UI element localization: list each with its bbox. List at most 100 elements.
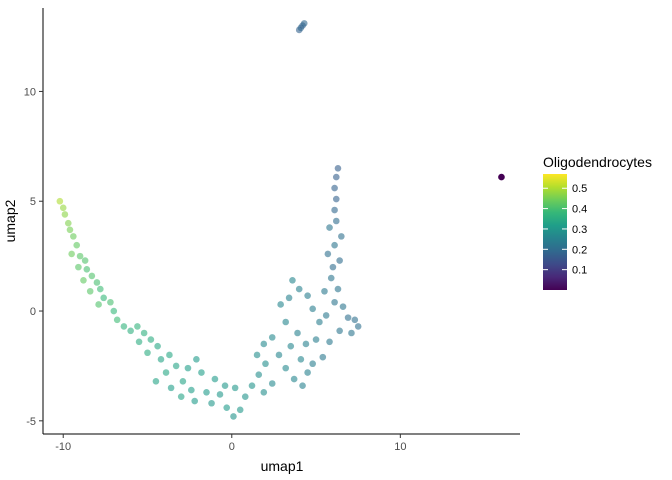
x-tick-label: 0 — [229, 441, 235, 453]
data-point — [147, 336, 155, 343]
data-point — [166, 351, 173, 359]
data-point — [329, 263, 337, 271]
data-point — [157, 356, 165, 363]
data-point — [302, 340, 310, 348]
data-point — [198, 369, 205, 376]
data-point — [56, 197, 64, 205]
data-point — [300, 20, 308, 27]
data-point — [110, 307, 118, 315]
data-point — [319, 353, 327, 361]
data-point — [260, 388, 268, 396]
data-point — [81, 257, 89, 264]
data-point — [332, 217, 340, 225]
data-point — [223, 404, 231, 411]
data-point — [93, 279, 101, 286]
data-point — [295, 285, 303, 293]
y-tick-label: -5 — [26, 416, 36, 428]
data-point — [135, 338, 143, 346]
data-point — [216, 391, 224, 398]
data-point — [64, 219, 72, 227]
data-point — [86, 287, 94, 295]
data-point — [188, 386, 195, 394]
data-point — [162, 369, 170, 376]
legend-title: Oligodendrocytes — [543, 154, 652, 170]
data-point — [344, 314, 352, 321]
legend-ticks: 0.1 0.2 0.3 0.4 0.5 — [543, 183, 587, 277]
data-point — [253, 351, 261, 359]
data-point — [282, 364, 290, 372]
data-point — [316, 318, 323, 326]
data-point — [268, 380, 276, 387]
data-point — [339, 303, 347, 310]
data-point — [167, 384, 175, 392]
x-axis-title: umap1 — [261, 458, 304, 474]
data-point — [309, 305, 316, 313]
x-tick-label: 10 — [394, 441, 406, 453]
data-point — [154, 342, 161, 350]
data-point — [140, 329, 148, 337]
data-point — [211, 375, 219, 383]
data-point — [312, 336, 320, 343]
data-point — [230, 413, 237, 420]
data-point — [127, 327, 134, 335]
legend-tick-label: 0.2 — [572, 244, 587, 256]
data-point — [177, 393, 185, 400]
data-point — [338, 233, 345, 240]
data-point — [262, 360, 269, 368]
data-point — [248, 382, 256, 389]
data-point — [97, 285, 104, 293]
data-point — [236, 406, 244, 414]
data-point — [324, 250, 332, 258]
data-point — [95, 301, 102, 308]
data-point — [348, 329, 355, 337]
data-point — [322, 312, 330, 319]
data-point — [336, 257, 343, 264]
data-point — [66, 226, 74, 234]
data-point — [290, 375, 298, 383]
points-layer — [56, 20, 505, 420]
data-point — [75, 263, 82, 271]
data-point — [336, 327, 343, 335]
data-point — [287, 342, 295, 350]
data-point — [331, 206, 338, 214]
data-point — [152, 377, 160, 385]
data-point — [297, 356, 305, 363]
data-point — [193, 356, 200, 363]
data-point — [331, 184, 338, 192]
data-point — [268, 334, 276, 341]
data-point — [113, 316, 121, 324]
data-point — [221, 382, 229, 389]
data-point — [241, 393, 249, 400]
legend-tick-label: 0.4 — [572, 204, 587, 216]
data-point — [299, 382, 306, 389]
data-point — [327, 274, 335, 282]
data-point — [76, 252, 84, 260]
data-point — [203, 388, 210, 396]
data-point — [70, 233, 77, 240]
data-point — [83, 266, 91, 273]
data-point — [294, 329, 301, 337]
data-point — [88, 272, 96, 280]
data-point — [144, 349, 151, 357]
data-point — [332, 195, 340, 203]
y-axis-title: umap2 — [2, 199, 18, 242]
data-point — [351, 316, 359, 324]
data-point — [172, 362, 180, 370]
x-axis-ticks: -10 0 10 — [55, 434, 406, 453]
color-legend: Oligodendrocytes 0.1 0.2 0.3 0.4 0.5 — [543, 154, 652, 290]
legend-tick-label: 0.1 — [572, 265, 587, 277]
data-point — [354, 323, 362, 330]
data-point — [260, 340, 268, 348]
data-point — [321, 287, 328, 295]
y-axis-ticks: -5 0 5 10 — [24, 86, 43, 428]
data-point — [331, 298, 338, 306]
data-point — [282, 318, 290, 326]
data-point — [255, 371, 263, 379]
data-point — [231, 384, 239, 392]
data-point — [309, 360, 316, 368]
data-point — [208, 399, 215, 407]
data-point — [289, 276, 296, 284]
data-point — [275, 351, 283, 359]
data-point — [326, 224, 333, 231]
data-point — [80, 276, 87, 284]
